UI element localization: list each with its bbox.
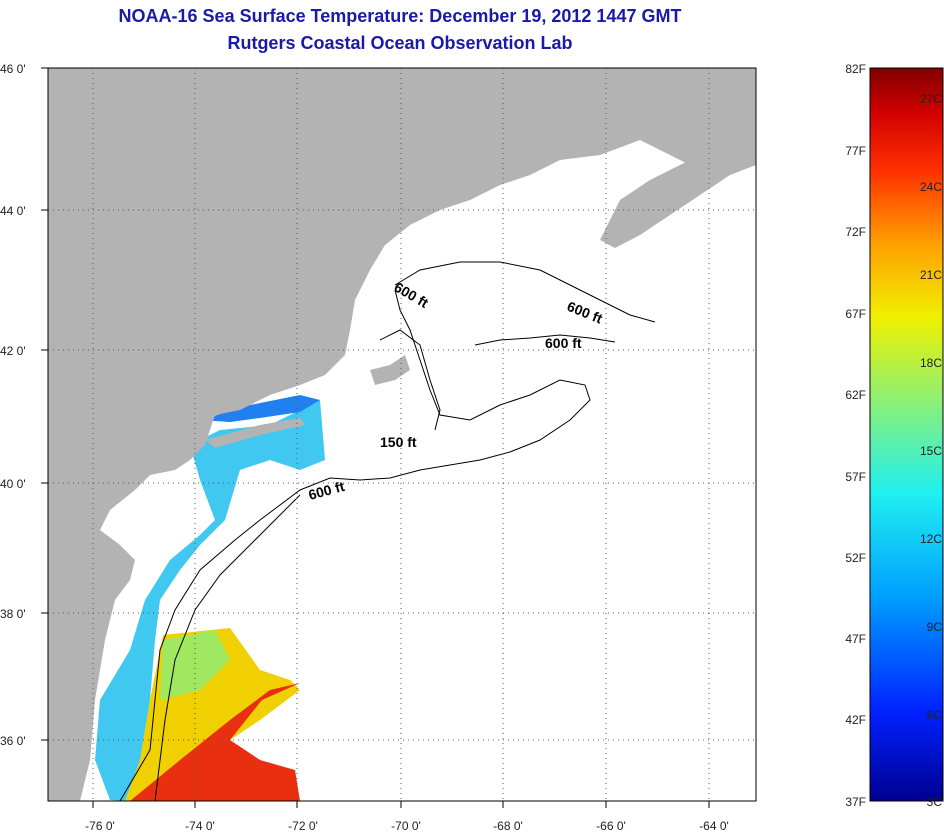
sst-cold-coastal — [200, 395, 320, 422]
sst-green-band — [160, 630, 230, 700]
colorbar-f-label: 52F — [845, 551, 866, 565]
frame-ticks — [41, 67, 710, 808]
contour-label: 150 ft — [380, 434, 417, 450]
contour-label: 600 ft — [545, 335, 582, 351]
sst-shelf-water — [95, 400, 325, 801]
colorbar-c-label: 21C — [920, 268, 942, 282]
lat-tick-label: 42 0' — [0, 344, 26, 358]
bathymetry-contours — [119, 261, 656, 801]
lat-tick-label: 44 0' — [0, 204, 26, 218]
lat-lon-grid — [48, 68, 756, 801]
colorbar-c-label: 6C — [927, 708, 943, 722]
colorbar — [869, 67, 944, 802]
colorbar-f-label: 82F — [845, 62, 866, 76]
colorbar-c-label: 3C — [927, 795, 943, 809]
colorbar-c-label: 12C — [920, 532, 942, 546]
map-frame — [47, 67, 757, 802]
colorbar-c-label: 15C — [920, 444, 942, 458]
colorbar-f-label: 77F — [845, 144, 866, 158]
lon-tick-label: -66 0' — [596, 819, 626, 833]
map-panel — [48, 68, 756, 801]
colorbar-f-label: 42F — [845, 713, 866, 727]
lat-tick-label: 40 0' — [0, 477, 26, 491]
colorbar-f-label: 72F — [845, 225, 866, 239]
lon-tick-label: -76 0' — [85, 819, 115, 833]
colorbar-c-label: 24C — [920, 180, 942, 194]
colorbar-f-label: 47F — [845, 632, 866, 646]
colorbar-c-label: 27C — [920, 92, 942, 106]
map-subtitle: Rutgers Coastal Ocean Observation Lab — [227, 33, 573, 53]
land-cape-cod — [370, 355, 410, 385]
colorbar-f-label: 62F — [845, 388, 866, 402]
land-long-island — [205, 418, 305, 448]
land-nova-scotia — [600, 135, 756, 248]
lon-tick-label: -68 0' — [493, 819, 523, 833]
colorbar-c-label: 18C — [920, 356, 942, 370]
lat-tick-label: 36 0' — [0, 734, 26, 748]
lat-tick-label: 38 0' — [0, 607, 26, 621]
colorbar-f-label: 37F — [845, 795, 866, 809]
colorbar-f-label: 67F — [845, 307, 866, 321]
lon-tick-label: -64 0' — [699, 819, 729, 833]
map-title: NOAA-16 Sea Surface Temperature: Decembe… — [118, 6, 682, 26]
colorbar-celsius-labels: 27C 24C 21C 18C 15C 12C 9C 6C 3C — [920, 92, 942, 809]
lon-tick-label: -70 0' — [391, 819, 421, 833]
lat-labels: 46 0' 44 0' 42 0' 40 0' 38 0' 36 0' — [0, 62, 26, 748]
land-mainland — [48, 68, 756, 801]
lon-tick-label: -74 0' — [185, 819, 215, 833]
colorbar-f-label: 57F — [845, 470, 866, 484]
lat-tick-label: 46 0' — [0, 62, 26, 76]
lon-labels: -76 0' -74 0' -72 0' -70 0' -68 0' -66 0… — [85, 819, 729, 833]
lon-tick-label: -72 0' — [288, 819, 318, 833]
colorbar-fahrenheit-labels: 82F 77F 72F 67F 62F 57F 52F 47F 42F 37F — [845, 62, 866, 809]
colorbar-c-label: 9C — [927, 620, 943, 634]
sst-red-gulfstream — [130, 683, 300, 801]
